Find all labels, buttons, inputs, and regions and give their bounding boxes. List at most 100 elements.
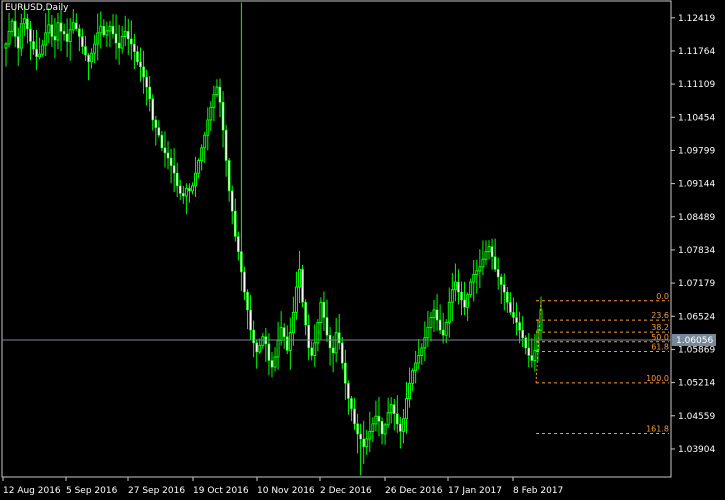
candle-body: [160, 134, 164, 149]
candle-body: [7, 30, 11, 45]
candle-body: [65, 33, 69, 42]
candle-body: [347, 383, 350, 399]
candle-body: [114, 33, 118, 44]
candle-body: [246, 291, 249, 311]
fib-level-label: 161.8: [646, 425, 669, 434]
candle-body: [59, 22, 63, 32]
candle-body: [203, 134, 207, 149]
candle-body: [163, 147, 167, 154]
candle-body: [518, 322, 521, 331]
candle-body: [399, 423, 402, 432]
candle-body: [539, 309, 543, 331]
candle-body: [178, 185, 182, 194]
candle-body: [261, 336, 265, 346]
candle-body: [252, 329, 255, 344]
candle-body: [383, 424, 387, 435]
candle-body: [417, 354, 421, 364]
candle-body: [53, 36, 57, 41]
candle-body: [371, 423, 375, 432]
candle-body: [99, 25, 103, 34]
candle-body: [221, 101, 225, 131]
candle-body: [142, 66, 145, 78]
candle-body: [81, 36, 84, 47]
candle-body: [509, 301, 512, 313]
candle-body: [47, 24, 51, 34]
candle-body: [133, 43, 136, 52]
y-tick-label: 1.07179: [678, 279, 715, 289]
candle-body: [344, 362, 347, 384]
candle-body: [334, 332, 338, 354]
candle-body: [288, 332, 292, 351]
y-tick-label: 1.09799: [678, 146, 715, 156]
candle-body: [209, 106, 213, 121]
candle-body: [313, 342, 317, 356]
candle-body: [426, 327, 430, 339]
candle-body: [279, 327, 283, 341]
candle-body: [276, 339, 280, 358]
candle-body: [463, 299, 466, 308]
candle-body: [310, 347, 314, 356]
candle-body: [62, 31, 66, 35]
candle-body: [206, 119, 210, 136]
candle-body: [396, 413, 399, 425]
candle-body: [29, 28, 32, 42]
candle-body: [301, 269, 304, 303]
fib-level-label: 50.0: [651, 333, 669, 342]
y-tick-label: 1.05214: [678, 379, 715, 389]
fib-level-label: 23.6: [651, 311, 669, 320]
candle-body: [182, 193, 185, 197]
candle-body: [392, 404, 396, 415]
candle-body: [420, 347, 424, 356]
candle-body: [273, 356, 277, 368]
candle-body: [380, 420, 384, 435]
candle-body: [41, 44, 45, 55]
candle-body: [365, 438, 369, 448]
candle-body: [460, 291, 463, 301]
candle-body: [267, 343, 271, 361]
fib-level-label: 38.2: [651, 323, 669, 332]
candle-body: [444, 322, 448, 336]
candle-body: [374, 415, 378, 425]
y-tick-label: 1.10454: [678, 113, 715, 123]
candle-body: [325, 317, 329, 336]
candle-body: [512, 312, 515, 318]
candle-body: [126, 31, 130, 40]
candle-body: [237, 236, 240, 252]
x-tick-label: 12 Aug 2016: [3, 486, 61, 496]
candle-body: [435, 309, 439, 321]
y-tick-label: 1.03904: [678, 445, 715, 455]
candle-body: [282, 327, 286, 338]
candle-body: [108, 25, 112, 32]
chart-title: EURUSD,Daily: [5, 3, 69, 13]
fib-level-label: 61.8: [651, 342, 669, 351]
candle-body: [136, 51, 139, 63]
candle-body: [362, 438, 365, 447]
candle-body: [487, 246, 491, 253]
candle-body: [524, 337, 528, 349]
candle-body: [38, 53, 42, 58]
candle-body: [453, 281, 457, 291]
candle-body: [130, 38, 133, 45]
fib-level-label: 100.0: [646, 374, 669, 383]
candle-body: [353, 408, 356, 425]
y-tick-label: 1.05869: [678, 345, 715, 355]
y-tick-label: 1.04559: [678, 412, 715, 422]
candle-body: [377, 415, 381, 422]
fib-trend-line: [535, 300, 542, 383]
candle-body: [240, 251, 243, 273]
candle-body: [389, 404, 393, 414]
candle-body: [450, 289, 454, 303]
candle-body: [111, 26, 115, 35]
candle-body: [4, 43, 8, 49]
plot-frame: [1, 0, 672, 478]
candle-body: [169, 157, 173, 166]
candle-body: [120, 35, 124, 49]
candle-body: [84, 46, 87, 56]
candle-body: [218, 86, 222, 103]
candle-body: [472, 273, 476, 283]
candle-body: [212, 94, 216, 108]
candle-body: [481, 258, 485, 268]
candle-body: [184, 187, 188, 197]
